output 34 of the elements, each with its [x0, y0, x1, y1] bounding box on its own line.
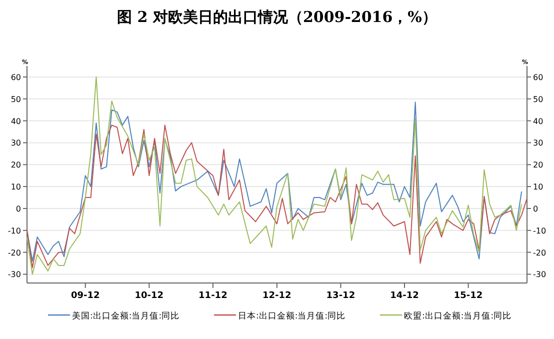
y2-tick-label: 40: [533, 116, 544, 126]
y2-tick-label: -10: [533, 226, 546, 236]
y-tick-label: 50: [10, 94, 21, 104]
y-tick-label: 20: [10, 160, 21, 170]
x-tick-label: 11-12: [198, 291, 228, 301]
y-tick-label: 40: [10, 116, 21, 126]
legend-label: 美国:出口金额:当月值:同比: [72, 310, 180, 322]
y2-tick-label: 60: [533, 72, 544, 82]
y-tick-label: 60: [10, 72, 21, 82]
chart-title: 图 2 对欧美日的出口情况（2009-2016，%）: [117, 8, 437, 26]
legend-label: 日本:出口金额:当月值:同比: [238, 310, 346, 322]
y2-tick-label: 30: [533, 138, 544, 148]
y2-tick-label: 50: [533, 94, 544, 104]
y-tick-label: -10: [8, 226, 21, 236]
y-tick-label: -20: [8, 248, 21, 258]
line-series: [26, 76, 522, 275]
y2-tick-label: 20: [533, 160, 544, 170]
y-tick-label: -30: [8, 270, 21, 280]
line-series: [26, 124, 528, 268]
legend-label: 欧盟:出口金额:当月值:同比: [404, 310, 512, 322]
y-tick-label: 0: [16, 204, 21, 214]
y2-tick-label: -30: [533, 270, 546, 280]
x-tick-label: 13-12: [326, 291, 356, 301]
y-tick-label: 30: [10, 138, 21, 148]
x-tick-label: 14-12: [390, 291, 419, 301]
y2-tick-label: 10: [533, 182, 544, 192]
x-tick-label: 15-12: [454, 291, 483, 301]
y2-tick-label: 0: [533, 204, 538, 214]
y2-tick-label: -20: [533, 248, 546, 258]
x-tick-label: 09-12: [70, 291, 100, 301]
line-series: [26, 102, 522, 262]
y-tick-label: 10: [10, 182, 21, 192]
x-tick-label: 12-12: [262, 291, 292, 301]
x-tick-label: 10-12: [134, 291, 164, 301]
